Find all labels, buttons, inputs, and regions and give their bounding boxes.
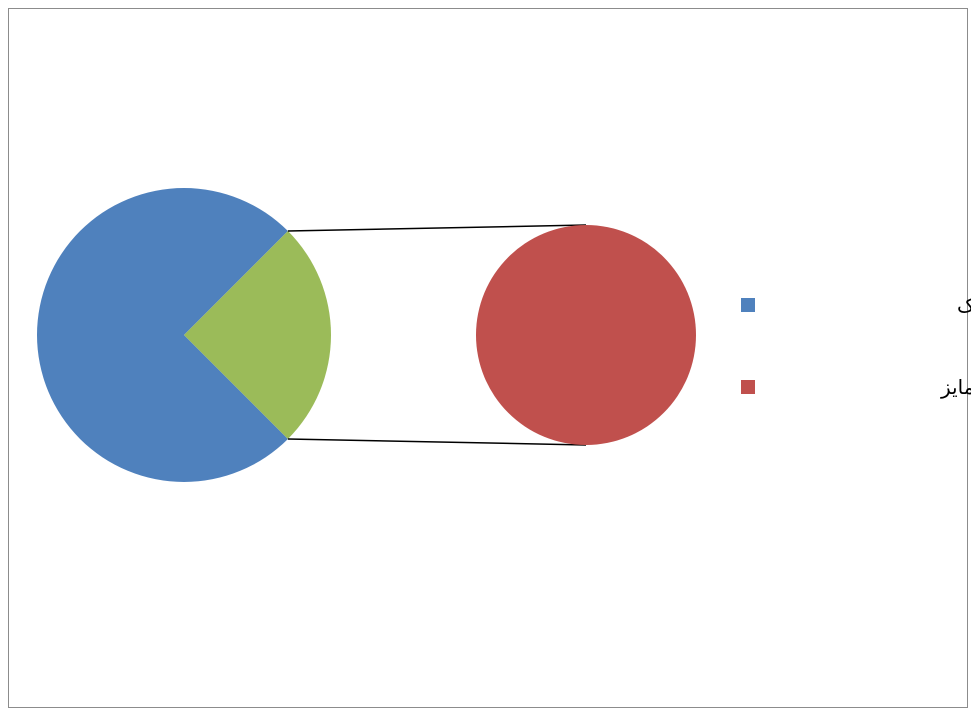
connector-lines <box>287 224 587 446</box>
legend-swatch-1 <box>741 298 755 312</box>
legend-label-2: چالش های متمایز <box>940 375 971 399</box>
legend: چالش های مشترک چالش های متمایز <box>741 293 971 399</box>
legend-label-1: چالش های مشترک <box>957 293 971 317</box>
connector-line-bottom <box>287 438 587 446</box>
pie-of-pie-chart: چالش های مشترک چالش های متمایز <box>36 187 971 482</box>
primary-pie <box>36 187 331 482</box>
pie-slice-other-group <box>184 231 331 439</box>
secondary-pie <box>476 225 696 445</box>
legend-swatch-2 <box>741 380 755 394</box>
connector-line-top <box>287 224 587 232</box>
secondary-pie-slice-distinct-challenges <box>476 225 696 445</box>
pie-slice-common-challenges <box>36 187 288 482</box>
